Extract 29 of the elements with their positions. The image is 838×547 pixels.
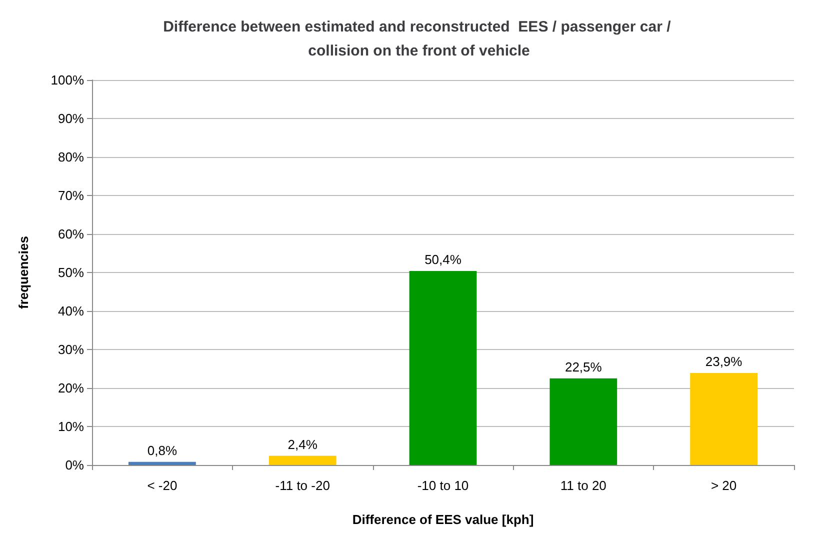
x-tick-label: -10 to 10	[417, 478, 469, 493]
y-axis-title: frequencies	[16, 236, 31, 309]
bar	[128, 462, 196, 465]
x-tick-label: < -20	[147, 478, 178, 493]
bar	[268, 456, 336, 465]
y-tick-label: 50%	[58, 265, 84, 280]
x-axis-title: Difference of EES value [kph]	[352, 512, 534, 527]
chart-title: Difference between estimated and reconstructed EES / passenger car / collision on the front of vehicle	[163, 18, 675, 60]
y-tick-label: 100%	[50, 72, 84, 88]
data-label: 50,4%	[424, 252, 462, 267]
bar	[409, 270, 477, 465]
x-tick-label: > 20	[710, 478, 737, 493]
data-label: 2,4%	[288, 436, 318, 452]
y-tick-label: 30%	[58, 342, 84, 357]
data-label: 23,9%	[705, 354, 743, 369]
y-tick-label: 80%	[58, 150, 84, 164]
y-tick-label: 20%	[58, 380, 84, 396]
y-tick-label: 90%	[58, 111, 84, 126]
data-label: 0,8%	[147, 442, 178, 458]
y-tick-label: 10%	[58, 419, 84, 434]
bar	[690, 372, 758, 465]
y-tick-label: 0%	[65, 458, 84, 472]
y-tick-label: 60%	[58, 226, 84, 242]
y-tick-label: 40%	[58, 304, 84, 318]
x-tick-label: 11 to 20	[560, 478, 606, 493]
bar	[550, 378, 618, 465]
y-tick-label: 70%	[58, 188, 84, 203]
data-label: 22,5%	[564, 359, 602, 374]
x-tick-label: -11 to -20	[275, 478, 330, 493]
